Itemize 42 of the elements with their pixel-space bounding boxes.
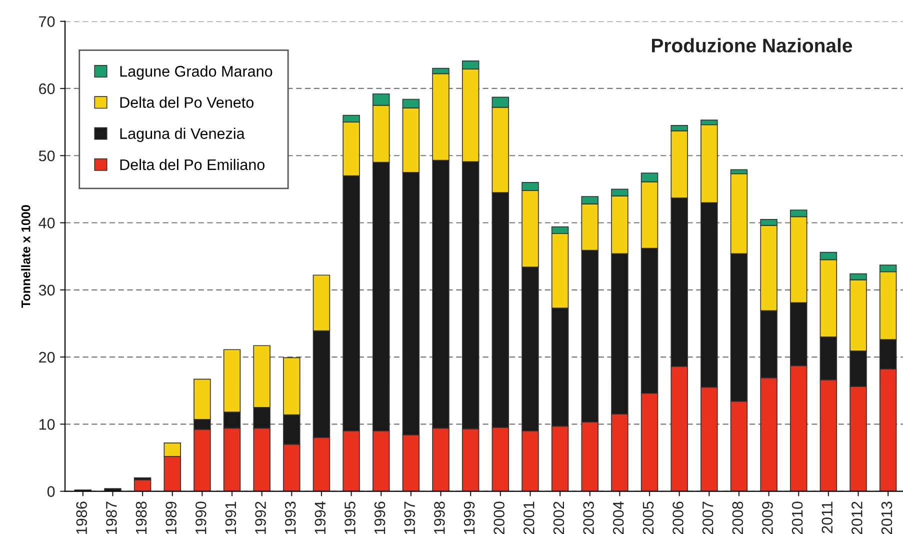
x-tick-label: 1990 [195, 502, 206, 534]
legend-label: Delta del Po Emiliano [120, 158, 265, 170]
x-tick-label: 1992 [255, 502, 266, 534]
x-tick-label: 2012 [852, 502, 862, 534]
legend-label: Laguna di Venezia [120, 128, 245, 142]
x-tick-label: 2011 [822, 502, 833, 534]
x-tick-label: 2000 [494, 502, 505, 534]
x-tick-label: 2003 [583, 502, 594, 534]
legend-label: Lagune Grado Marano [120, 66, 272, 80]
y-axis-title: Tonnellate x 1000 [21, 205, 30, 308]
legend-label: Delta del Po Veneto [120, 96, 254, 108]
x-tick-label: 2006 [672, 502, 684, 534]
x-tick-label: 1991 [225, 502, 236, 534]
x-tick-label: 2005 [642, 502, 654, 534]
x-tick-label: 1989 [166, 502, 176, 534]
x-tick-label: 1994 [314, 501, 326, 534]
y-tick-label: 0 [47, 486, 55, 497]
y-tick-label: 50 [38, 150, 55, 162]
x-tick-label: 2004 [612, 501, 624, 534]
y-tick-label: 40 [38, 218, 55, 228]
x-tick-label: 2013 [881, 502, 892, 534]
y-tick-label: 10 [39, 419, 55, 430]
x-tick-label: 2008 [732, 502, 744, 534]
x-tick-label: 1986 [76, 502, 88, 534]
x-tick-label: 1999 [464, 502, 475, 534]
x-tick-label: 1998 [434, 502, 445, 534]
x-tick-label: 2007 [702, 502, 714, 534]
x-tick-label: 1996 [374, 502, 386, 534]
y-tick-label: 70 [39, 16, 55, 28]
x-tick-label: 1997 [404, 502, 416, 534]
y-tick-label: 60 [39, 83, 55, 94]
text: Produzione Nazionale [652, 38, 852, 52]
y-tick-label: 20 [39, 352, 55, 363]
y-tick-label: 30 [38, 284, 55, 296]
x-tick-label: 2009 [762, 502, 773, 534]
x-tick-label: 2001 [524, 502, 534, 534]
x-tick-label: 1993 [284, 502, 296, 534]
x-tick-label: 2002 [553, 502, 564, 534]
x-tick-label: 1987 [106, 502, 117, 534]
x-tick-label: 2010 [792, 502, 803, 534]
x-tick-label: 1995 [344, 502, 356, 534]
x-tick-label: 1988 [136, 502, 147, 534]
